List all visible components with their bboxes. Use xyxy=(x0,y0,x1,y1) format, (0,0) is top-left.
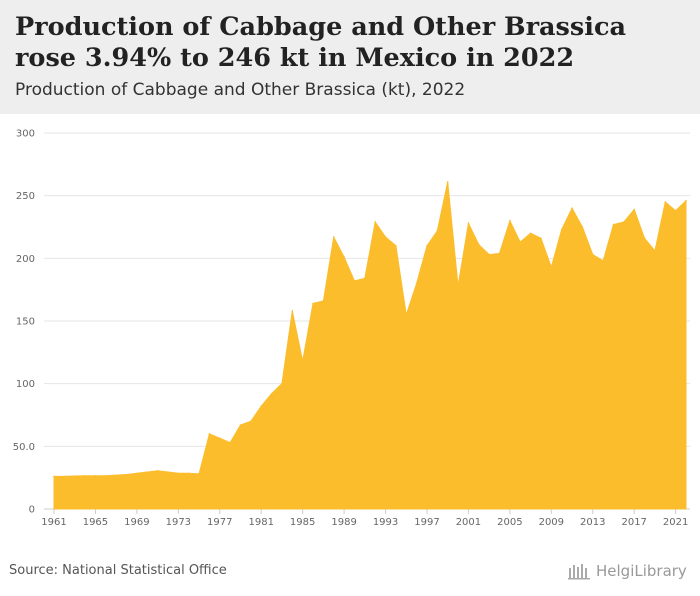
data-point xyxy=(509,219,511,222)
data-point xyxy=(374,221,376,223)
y-tick-label: 150 xyxy=(16,317,35,328)
x-tick-label: 2005 xyxy=(497,517,522,528)
data-point xyxy=(488,253,490,256)
x-tick-label: 1977 xyxy=(207,517,232,528)
x-tick-label: 1973 xyxy=(166,517,191,528)
area-chart: 0 50.0 100 150 200 250 300 1961 1965 1969 1973 197… xyxy=(13,129,690,528)
data-point xyxy=(477,243,480,246)
data-point xyxy=(167,471,169,473)
x-tick-label: 1993 xyxy=(373,517,398,528)
data-point xyxy=(156,469,159,472)
source-note: Source: National Statistical Office xyxy=(9,563,227,578)
data-point xyxy=(260,405,263,408)
y-tick-label: 200 xyxy=(16,254,35,265)
data-point xyxy=(343,256,345,258)
data-point xyxy=(291,310,294,312)
x-tick-label: 1965 xyxy=(83,517,108,528)
data-point xyxy=(519,241,522,243)
data-point xyxy=(332,236,335,238)
data-point xyxy=(105,474,107,477)
data-point xyxy=(250,420,252,423)
y-tick-label: 300 xyxy=(16,129,35,140)
plot-area xyxy=(53,181,687,510)
x-tick-label: 1989 xyxy=(331,517,356,528)
x-tick-label: 2021 xyxy=(663,517,688,528)
chart-subtitle: Production of Cabbage and Other Brassica… xyxy=(15,80,466,100)
data-point xyxy=(146,471,149,473)
data-point xyxy=(685,199,687,202)
data-point xyxy=(540,237,542,240)
x-tick-label: 1997 xyxy=(414,517,439,528)
data-point xyxy=(426,245,428,247)
data-point xyxy=(623,221,625,223)
data-point xyxy=(63,475,66,478)
data-point xyxy=(384,236,387,238)
library-logo-icon xyxy=(568,564,590,580)
data-point xyxy=(664,201,667,203)
data-point xyxy=(115,474,117,476)
x-tick-label: 1981 xyxy=(248,517,273,528)
page-title: Production of Cabbage and Other Brassica… xyxy=(15,12,626,73)
production-area-series xyxy=(53,181,687,510)
data-point xyxy=(436,229,439,232)
x-tick-label: 1969 xyxy=(124,517,149,528)
data-point xyxy=(136,472,138,475)
x-tick-label: 2009 xyxy=(539,517,564,528)
data-point xyxy=(550,266,553,268)
data-point xyxy=(125,473,128,476)
y-tick-label: 100 xyxy=(16,379,35,390)
x-tick-label: 2001 xyxy=(456,517,481,528)
data-point xyxy=(643,237,646,240)
data-point xyxy=(395,245,397,247)
data-point xyxy=(322,300,325,302)
data-point xyxy=(53,475,55,478)
data-point xyxy=(581,226,584,228)
data-point xyxy=(415,282,418,285)
data-point xyxy=(571,207,573,209)
data-point xyxy=(281,382,283,385)
data-point xyxy=(602,260,604,262)
data-point xyxy=(187,472,190,475)
data-point xyxy=(364,277,366,280)
x-axis: 1961 1965 1969 1973 1977 1981 1985 1989 1993 1997… xyxy=(41,509,688,528)
data-point xyxy=(498,252,501,255)
data-point xyxy=(654,250,656,252)
data-point xyxy=(73,475,76,477)
data-point xyxy=(229,441,231,444)
x-tick-label: 2013 xyxy=(580,517,605,528)
data-point xyxy=(612,223,615,226)
data-point xyxy=(633,208,635,211)
data-point xyxy=(674,209,677,212)
data-point xyxy=(405,313,408,316)
data-point xyxy=(218,437,221,439)
data-point xyxy=(270,392,273,395)
data-point xyxy=(467,222,470,225)
title-banner: Production of Cabbage and Other Brassica… xyxy=(0,0,700,114)
data-point xyxy=(177,472,180,475)
data-point xyxy=(353,280,356,282)
x-tick-label: 1961 xyxy=(41,517,66,528)
data-point xyxy=(312,302,314,305)
data-point xyxy=(529,232,532,235)
y-tick-label: 0 xyxy=(29,505,35,516)
y-axis: 0 50.0 100 150 200 250 300 xyxy=(13,129,35,516)
brand-name: HelgiLibrary xyxy=(596,562,687,580)
data-point xyxy=(239,424,242,426)
data-point xyxy=(198,473,200,475)
data-point xyxy=(457,285,459,287)
data-point xyxy=(94,474,97,477)
y-tick-label: 50.0 xyxy=(13,442,35,453)
data-point xyxy=(208,433,211,435)
brand-logo[interactable]: HelgiLibrary xyxy=(568,561,687,581)
data-point xyxy=(591,253,594,256)
data-point xyxy=(84,474,86,477)
data-point xyxy=(301,360,304,362)
y-tick-label: 250 xyxy=(16,191,35,202)
data-point xyxy=(446,181,449,183)
x-tick-label: 2017 xyxy=(621,517,646,528)
x-tick-label: 1985 xyxy=(290,517,315,528)
data-point xyxy=(560,228,563,231)
